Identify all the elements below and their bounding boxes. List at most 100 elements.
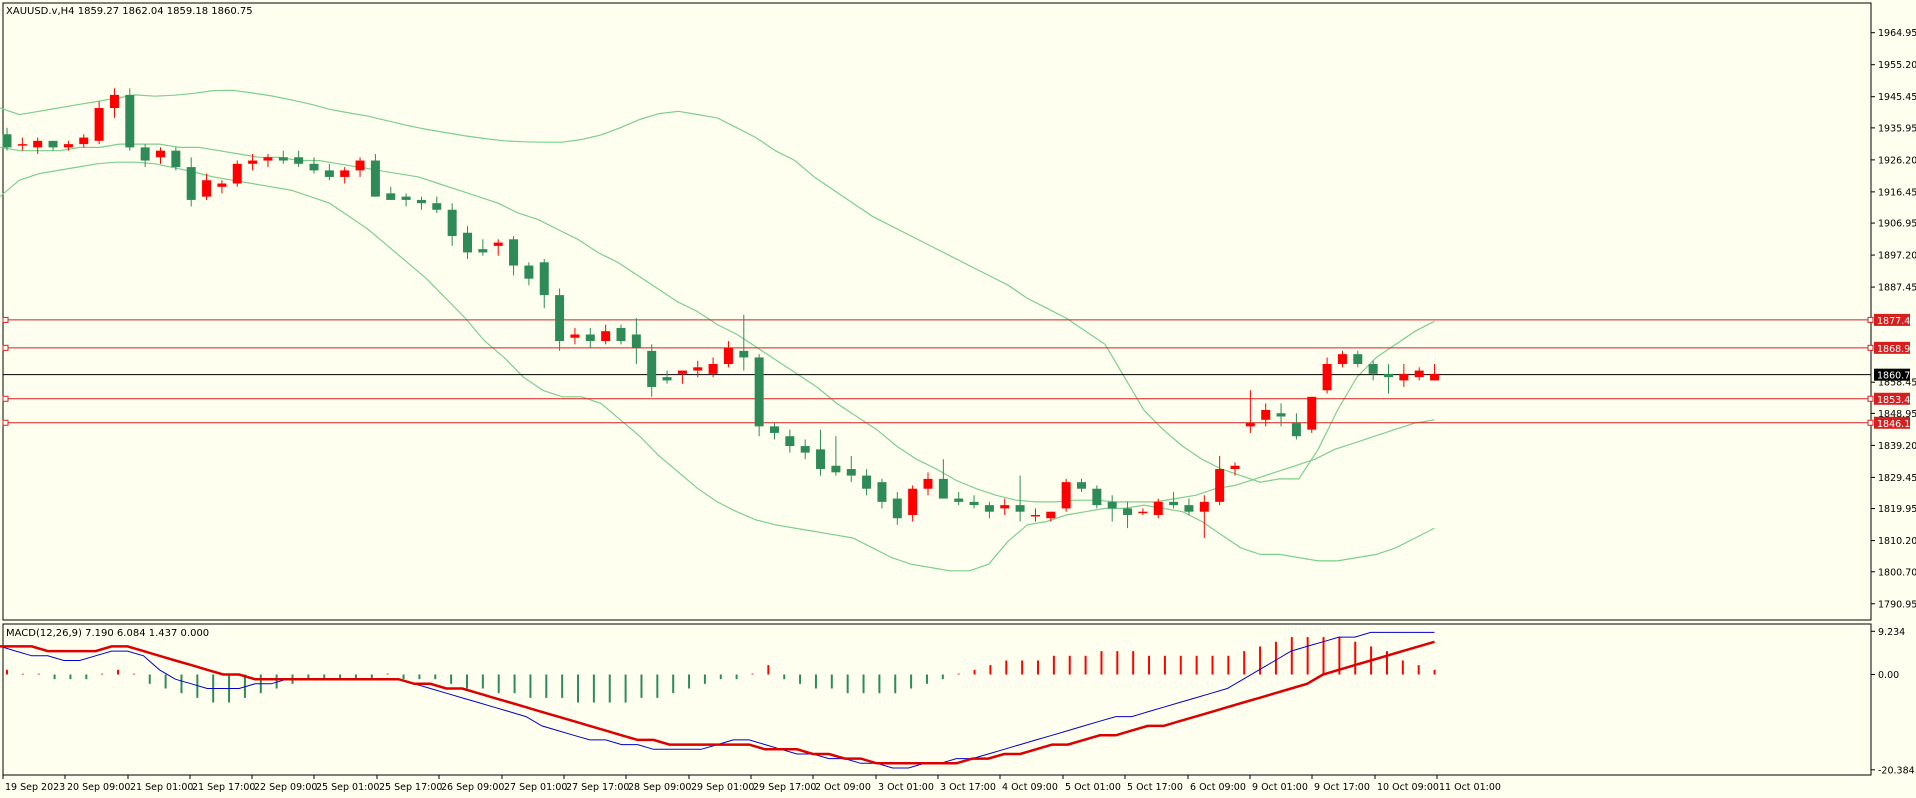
candle <box>17 137 27 151</box>
candle <box>862 469 872 496</box>
candle <box>1215 455 1225 506</box>
level-handle[interactable] <box>1867 395 1874 402</box>
level-label: 1853.41 <box>1877 395 1916 406</box>
candle <box>1230 462 1240 476</box>
level-handle[interactable] <box>2 316 9 323</box>
y-tick-label: 1955.20 <box>1878 60 1916 71</box>
candle <box>1199 495 1209 538</box>
macd-title: MACD(12,26,9) 7.190 6.084 1.437 0.000 <box>6 628 209 639</box>
x-tick-label: 2 Oct 09:00 <box>815 782 871 793</box>
candle <box>2 127 12 151</box>
candle <box>770 423 779 440</box>
candle <box>48 140 58 151</box>
level-handle[interactable] <box>1867 316 1874 323</box>
candle <box>585 327 595 348</box>
candle <box>171 147 181 171</box>
candle <box>156 147 165 164</box>
y-tick-label: 1916.45 <box>1878 187 1916 198</box>
candle <box>539 258 549 309</box>
candle <box>1107 495 1117 522</box>
candle <box>800 439 810 460</box>
candle <box>1384 364 1393 394</box>
candle <box>616 324 626 345</box>
candle <box>493 239 503 256</box>
y-tick-label: 1887.45 <box>1878 283 1916 294</box>
candle <box>1153 498 1163 519</box>
candle <box>355 157 365 177</box>
x-tick-label: 10 Oct 09:00 <box>1377 782 1439 793</box>
candle <box>263 153 273 168</box>
level-handle[interactable] <box>2 419 9 426</box>
candle <box>754 354 764 437</box>
x-tick-label: 11 Oct 01:00 <box>1439 782 1501 793</box>
candle <box>984 501 994 519</box>
candle <box>723 341 733 368</box>
x-tick-label: 9 Oct 17:00 <box>1314 782 1370 793</box>
x-tick-label: 22 Sep 09:00 <box>254 782 317 793</box>
candle <box>432 196 442 214</box>
y-tick-label: 1819.95 <box>1878 504 1916 515</box>
candle <box>1399 364 1409 387</box>
candle <box>1030 508 1040 522</box>
candle <box>294 150 304 168</box>
candle <box>708 357 718 378</box>
candle <box>1092 485 1102 509</box>
candle <box>662 370 672 384</box>
level-handle[interactable] <box>2 344 9 351</box>
candle <box>33 137 43 154</box>
level-label: 1877.44 <box>1877 316 1916 327</box>
y-tick-label: 1800.70 <box>1878 567 1916 578</box>
x-tick-label: 21 Sep 01:00 <box>130 782 193 793</box>
macd-panel: 9.234 0.00 -20.384 <box>0 627 1915 776</box>
y-tick-label: 1829.45 <box>1878 473 1916 484</box>
macd-panel-frame <box>2 623 1872 776</box>
candle <box>79 134 89 148</box>
y-tick-label: 1848.95 <box>1878 409 1916 420</box>
x-tick-label: 27 Sep 17:00 <box>566 782 629 793</box>
y-tick-label: 1858.45 <box>1878 378 1916 389</box>
x-tick-label: 29 Sep 01:00 <box>691 782 754 793</box>
macd-y-tick-label: 0.00 <box>1878 670 1899 681</box>
x-tick-label: 20 Sep 09:00 <box>67 782 130 793</box>
x-tick-label: 4 Oct 09:00 <box>1002 782 1058 793</box>
level-tag <box>1874 392 1910 405</box>
y-tick-label: 1945.45 <box>1878 92 1916 103</box>
candle <box>677 370 687 384</box>
level-handle[interactable] <box>2 395 9 402</box>
candle <box>693 360 703 378</box>
candle <box>248 153 258 171</box>
x-tick-label: 9 Oct 01:00 <box>1252 782 1308 793</box>
candle <box>463 226 472 259</box>
candle <box>555 288 565 351</box>
price-levels: 1877.44 1868.93 1853.41 1846.10 1860.75 <box>2 313 1916 430</box>
candle <box>1322 357 1332 394</box>
current-price-label: 1860.75 <box>1877 371 1916 382</box>
candle <box>94 101 104 145</box>
candle <box>1123 501 1133 529</box>
x-tick-label: 3 Oct 17:00 <box>940 782 996 793</box>
candle <box>125 88 135 151</box>
price-axis: 1964.95 1955.20 1945.45 1935.95 1926.20 1916.… <box>1871 28 1916 610</box>
candle <box>1046 511 1056 522</box>
candle <box>969 495 979 509</box>
candle <box>1337 350 1347 368</box>
x-tick-label: 28 Sep 09:00 <box>628 782 691 793</box>
level-tag <box>1874 313 1910 326</box>
band-middle <box>0 143 1435 503</box>
candle <box>140 144 150 168</box>
candle <box>202 173 212 200</box>
y-tick-label: 1935.95 <box>1878 123 1916 134</box>
level-handle[interactable] <box>1867 419 1874 426</box>
y-tick-label: 1810.20 <box>1878 536 1916 547</box>
candle <box>524 262 534 286</box>
candle <box>1138 508 1148 515</box>
x-tick-label: 5 Oct 17:00 <box>1127 782 1183 793</box>
candle <box>1276 403 1286 427</box>
candle <box>1184 498 1194 515</box>
level-handle[interactable] <box>1867 344 1874 351</box>
band-upper <box>0 89 1435 483</box>
candle <box>109 88 119 118</box>
candle <box>217 180 227 194</box>
